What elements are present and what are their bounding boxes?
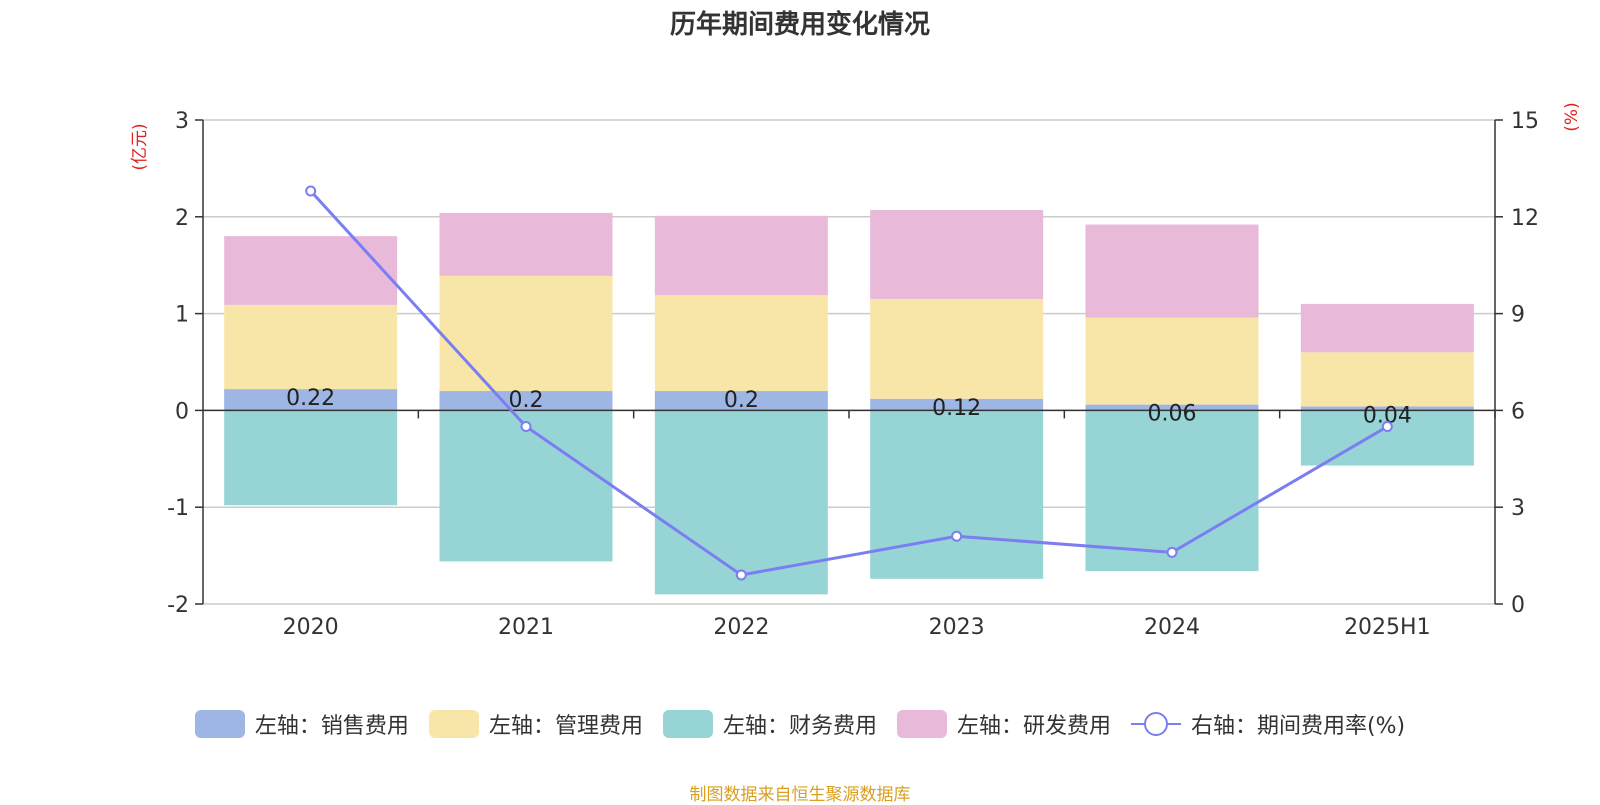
bar-rnd [1085, 224, 1259, 318]
data-label-sales: 0.2 [724, 388, 759, 413]
bar-rnd [870, 210, 1044, 300]
chart-plot: 3 15 2 12 1 9 0 6 -1 3 -2 0 (亿元) (%) 2020 2021 2022 2023 2… [130, 102, 1582, 640]
legend-item-rnd[interactable]: 左轴：研发费用 [896, 708, 1111, 740]
y-right-tick-label: 0 [1511, 593, 1525, 618]
bar-admin [654, 295, 828, 392]
point-expense-rate [520, 421, 532, 433]
data-label-sales: 0.06 [1148, 402, 1197, 427]
bar-finance [1085, 410, 1259, 572]
data-label-sales: 0.22 [286, 386, 335, 411]
y-right-tick-label: 9 [1511, 303, 1525, 328]
bar-finance [1300, 410, 1474, 466]
x-tick-label: 2022 [713, 615, 769, 640]
bar-finance [439, 410, 613, 562]
bar-admin [1300, 352, 1474, 407]
line-expense-rate [309, 189, 1389, 577]
legend-item-sales[interactable]: 左轴：销售费用 [194, 708, 409, 740]
y-right-tick-label: 12 [1511, 206, 1539, 231]
y-left-tick-label: -1 [167, 496, 189, 521]
legend-label-finance: 左轴：财务费用 [722, 714, 877, 739]
y-left-tick-label: 2 [175, 206, 189, 231]
y-left-tick-label: 3 [175, 109, 189, 134]
legend-label-admin: 左轴：管理费用 [488, 714, 643, 739]
bar-rnd [224, 236, 398, 305]
y-right-tick-label: 6 [1511, 399, 1525, 424]
point-expense-rate [951, 530, 963, 542]
chart-title: 历年期间费用变化情况 [669, 10, 930, 40]
y-right-axis-label: (%) [1562, 102, 1582, 131]
y-left-axis-label: (亿元) [130, 123, 150, 170]
y-left-tick-label: 0 [175, 399, 189, 424]
legend-label-rnd: 左轴：研发费用 [956, 714, 1111, 739]
bar-sales [224, 389, 398, 411]
data-label-sales: 0.2 [509, 388, 544, 413]
bar-sales [870, 398, 1044, 411]
bar-sales [1085, 404, 1259, 411]
bar-admin [224, 304, 398, 390]
bar-finance [654, 410, 828, 595]
legend-item-finance[interactable]: 左轴：财务费用 [662, 708, 877, 740]
legend-line-marker-icon [1130, 710, 1181, 738]
source-note: 制图数据来自恒生聚源数据库 [689, 785, 911, 805]
x-tick-label: 2025H1 [1344, 615, 1431, 640]
legend-swatch-admin [428, 710, 479, 738]
x-tick-label: 2024 [1144, 615, 1200, 640]
legend-item-admin[interactable]: 左轴：管理费用 [428, 708, 643, 740]
bar-rnd [1300, 303, 1474, 353]
legend-swatch-rnd [896, 710, 947, 738]
y-left-tick-label: -2 [167, 593, 189, 618]
bar-rnd [439, 212, 613, 276]
bar-admin [1085, 317, 1259, 405]
legend-item-rate[interactable]: 右轴：期间费用率(%) [1130, 708, 1406, 740]
legend: 左轴：销售费用 左轴：管理费用 左轴：财务费用 左轴：研发费用 右轴：期间费用率… [0, 708, 1600, 740]
legend-swatch-finance [662, 710, 713, 738]
bar-finance [870, 410, 1044, 579]
x-tick-label: 2023 [929, 615, 985, 640]
point-expense-rate [1166, 546, 1178, 558]
bar-finance [224, 410, 398, 506]
legend-swatch-sales [194, 710, 245, 738]
point-expense-rate [1381, 421, 1393, 433]
bar-sales [654, 391, 828, 411]
bar-rnd [654, 215, 828, 296]
y-left-tick-label: 1 [175, 303, 189, 328]
bar-sales [1300, 406, 1474, 411]
point-expense-rate [735, 569, 747, 581]
bar-admin [439, 275, 613, 392]
point-expense-rate [305, 185, 317, 197]
legend-label-sales: 左轴：销售费用 [254, 714, 409, 739]
bar-sales [439, 391, 613, 411]
bar-admin [870, 299, 1044, 399]
y-right-tick-label: 15 [1511, 109, 1539, 134]
x-tick-label: 2020 [283, 615, 339, 640]
x-tick-label: 2021 [498, 615, 554, 640]
legend-label-rate: 右轴：期间费用率(%) [1190, 714, 1406, 739]
data-label-sales: 0.12 [932, 396, 981, 421]
y-right-tick-label: 3 [1511, 496, 1525, 521]
